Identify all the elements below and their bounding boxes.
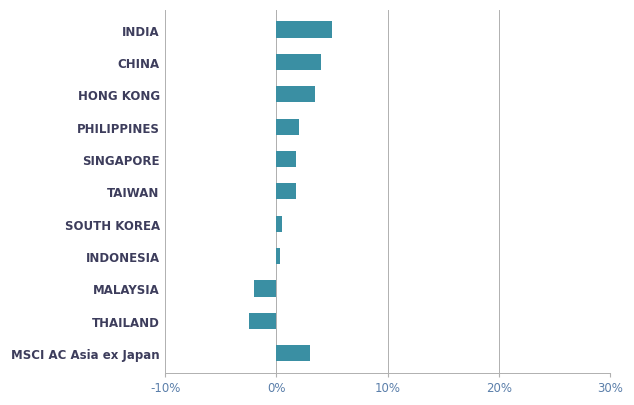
Bar bbox=[276, 22, 332, 38]
Bar bbox=[276, 119, 299, 135]
Bar bbox=[249, 313, 276, 329]
Bar bbox=[254, 281, 276, 297]
Bar bbox=[276, 184, 297, 200]
Bar bbox=[276, 248, 280, 264]
Bar bbox=[276, 345, 310, 361]
Bar bbox=[276, 216, 282, 232]
Bar bbox=[276, 87, 315, 103]
Bar bbox=[276, 151, 297, 168]
Bar bbox=[276, 55, 321, 71]
